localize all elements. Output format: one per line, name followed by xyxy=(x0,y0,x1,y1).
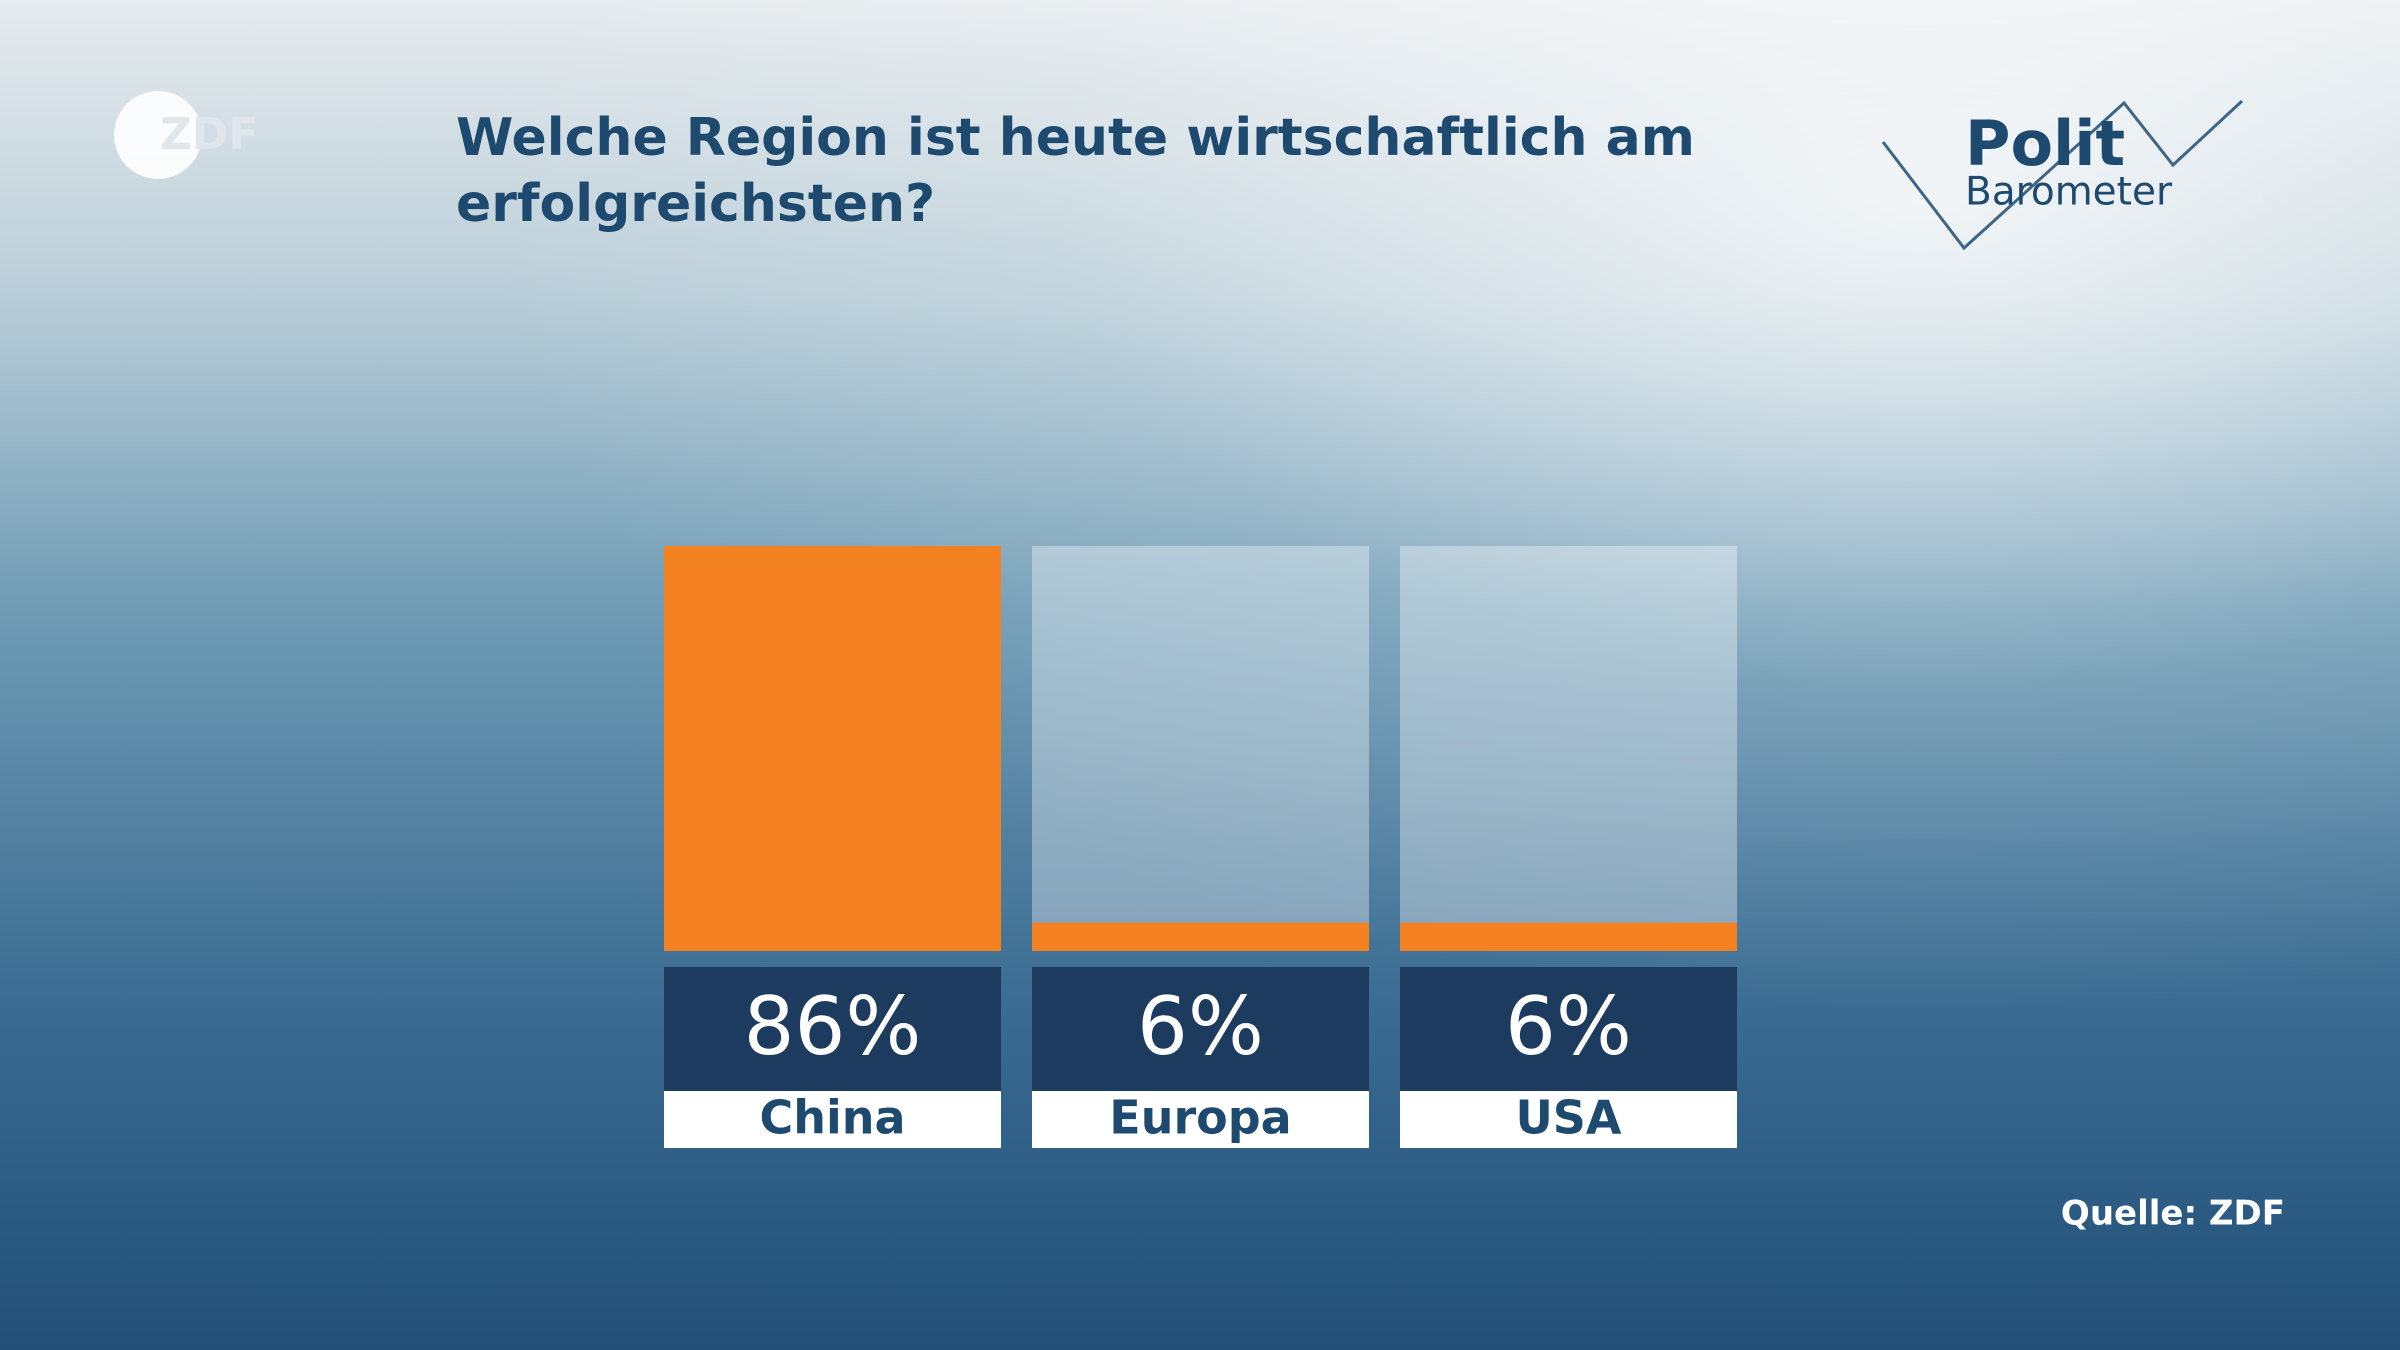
x-tick-label: China xyxy=(759,1091,905,1145)
polit-logo: Polit xyxy=(1965,107,2125,180)
category-box xyxy=(1400,1091,1737,1148)
bar xyxy=(664,546,1001,951)
barometer-logo: Barometer xyxy=(1965,170,2173,215)
zdf-logo-circle xyxy=(114,91,202,179)
value-box xyxy=(1400,967,1737,1091)
chart-title: Welche Region ist heute wirtschaftlich a… xyxy=(456,108,1695,168)
value-label: 6% xyxy=(1137,980,1264,1073)
polit-logo-line xyxy=(1881,99,2244,251)
zdf-logo: ZDF xyxy=(160,109,258,160)
category-box xyxy=(1032,1091,1369,1148)
source: Quelle: ZDF xyxy=(2061,1194,2285,1234)
x-tick-label: USA xyxy=(1515,1091,1621,1145)
x-tick-label: Europa xyxy=(1109,1091,1291,1145)
value-box xyxy=(1032,967,1369,1091)
value-box xyxy=(664,967,1001,1091)
value-label: 6% xyxy=(1505,980,1632,1073)
bar-track xyxy=(1400,546,1737,951)
bar xyxy=(1400,922,1737,951)
category-box xyxy=(664,1091,1001,1148)
bar xyxy=(1032,922,1369,951)
chart-title: erfolgreichsten? xyxy=(456,174,935,234)
value-label: 86% xyxy=(744,980,922,1073)
bar-track xyxy=(1032,546,1369,951)
